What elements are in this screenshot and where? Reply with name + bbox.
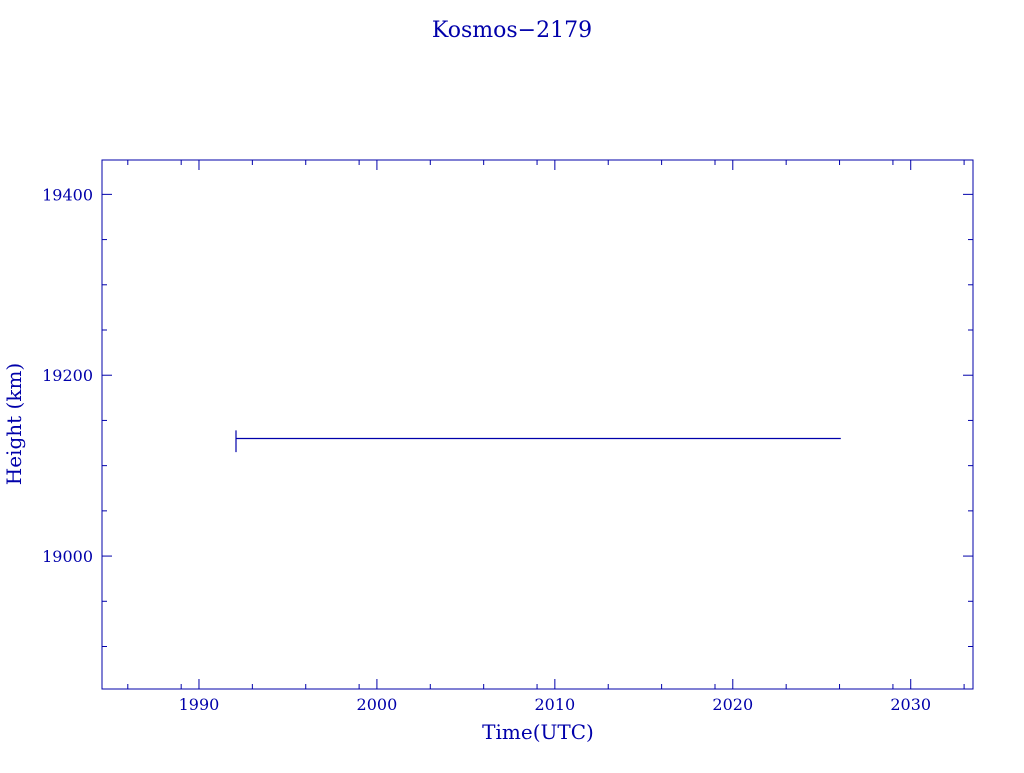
height-series-line [235, 430, 841, 453]
y-axis-label: Height (km) [2, 363, 26, 485]
y-tick-label: 19000 [42, 547, 93, 566]
x-axis-label: Time(UTC) [482, 720, 594, 744]
x-tick-label: 2030 [890, 695, 931, 714]
x-tick-label: 1990 [179, 695, 220, 714]
chart-title: Kosmos−2179 [432, 18, 592, 43]
x-tick-label: 2020 [712, 695, 753, 714]
y-tick-label: 19400 [42, 185, 93, 204]
plot-frame [101, 159, 974, 690]
x-tick-label: 2000 [357, 695, 398, 714]
x-tick-label: 2010 [534, 695, 575, 714]
y-tick-label: 19200 [42, 366, 93, 385]
